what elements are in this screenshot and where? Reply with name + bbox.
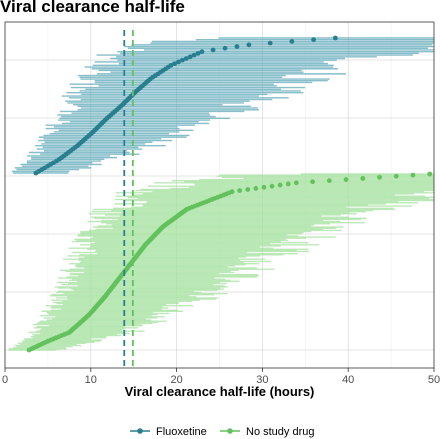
no-study-drug-point — [410, 172, 416, 178]
fluoxetine-point — [183, 56, 189, 61]
fluoxetine-point — [179, 57, 185, 63]
legend-key-point — [227, 428, 233, 434]
fluoxetine-point — [195, 50, 201, 56]
no-study-drug-point — [285, 181, 291, 187]
plot-border — [4, 21, 435, 369]
x-axis-label: Viral clearance half-life (hours) — [125, 384, 315, 399]
no-study-drug-series — [8, 171, 434, 353]
fluoxetine-point — [172, 61, 177, 67]
legend: Fluoxetine No study drug — [130, 426, 314, 438]
fluoxetine-point — [210, 47, 216, 53]
chart-title: Viral clearance half-life — [0, 0, 185, 16]
fluoxetine-point — [176, 59, 181, 65]
x-tick-label: 50 — [428, 374, 440, 386]
fluoxetine-point — [187, 54, 193, 60]
no-study-drug-point — [245, 187, 251, 192]
no-study-drug-point — [237, 188, 243, 194]
x-tick-label: 0 — [2, 374, 8, 386]
fluoxetine-point — [222, 45, 228, 51]
legend-label: No study drug — [246, 426, 314, 438]
x-tick-label: 40 — [342, 374, 354, 386]
no-study-drug-point — [293, 180, 299, 186]
x-tick-label: 30 — [256, 374, 268, 386]
x-tick-label: 20 — [170, 374, 182, 386]
no-study-drug-point — [269, 183, 275, 189]
no-study-drug-point — [229, 189, 235, 195]
fluoxetine-point — [191, 52, 197, 58]
no-study-drug-point — [393, 173, 399, 179]
no-study-drug-point — [253, 185, 259, 191]
fluoxetine-point — [267, 40, 273, 46]
x-axis: 0 10 20 30 40 50 — [2, 368, 440, 386]
legend-label: Fluoxetine — [156, 426, 207, 438]
no-study-drug-point — [427, 171, 433, 177]
no-study-drug-point — [277, 182, 283, 188]
fluoxetine-point — [234, 44, 240, 49]
fluoxetine-point — [168, 62, 174, 68]
no-study-drug-point — [343, 177, 349, 182]
no-study-drug-point — [360, 176, 366, 181]
no-study-drug-point — [377, 174, 382, 180]
fluoxetine-point — [199, 49, 205, 55]
fluoxetine-series — [11, 35, 434, 176]
no-study-drug-point — [326, 178, 332, 184]
x-tick-label: 10 — [85, 374, 97, 386]
fluoxetine-point — [311, 37, 317, 43]
fluoxetine-point — [246, 42, 252, 48]
no-study-drug-point — [261, 184, 267, 190]
no-study-drug-point — [310, 179, 316, 185]
median-lines — [123, 30, 134, 368]
fluoxetine-point — [332, 35, 338, 41]
fluoxetine-point — [289, 39, 295, 44]
legend-key-point — [137, 428, 143, 434]
